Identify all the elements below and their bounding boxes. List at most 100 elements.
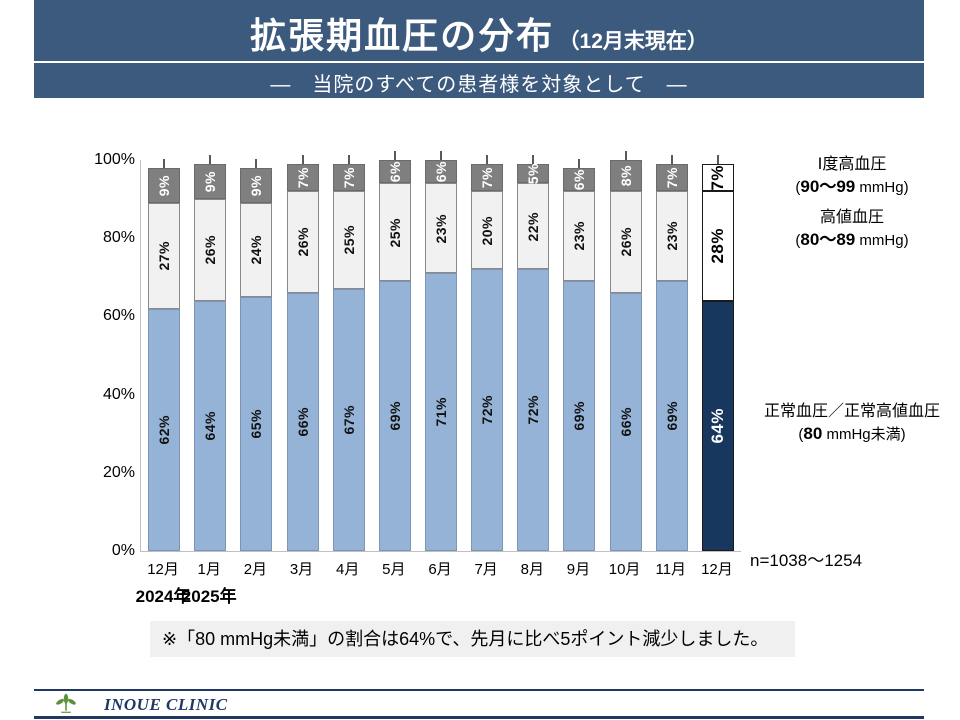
- bar-value-label: 23%: [571, 221, 588, 252]
- bar-value-label: 6%: [386, 161, 403, 183]
- bar-segment: 24%: [240, 203, 273, 297]
- bar-segment: 69%: [563, 281, 596, 551]
- bar-value-label: 7%: [340, 166, 357, 189]
- page-title-suffix: （12月末現在）: [558, 30, 708, 53]
- bar-value-label: 7%: [479, 166, 496, 189]
- paren-open: (: [795, 231, 801, 249]
- error-whisker: [209, 154, 212, 164]
- error-whisker: [624, 151, 627, 160]
- bar-value-label: 6%: [571, 168, 588, 191]
- x-axis-label: 12月: [701, 561, 733, 578]
- bar-value-label: 69%: [663, 401, 680, 431]
- bar-value-label: 24%: [248, 235, 265, 265]
- bar-value-label: 7%: [708, 164, 728, 191]
- bar-segment: 7%: [701, 163, 734, 192]
- bar-segment: 72%: [517, 269, 550, 551]
- header-divider: [34, 61, 924, 63]
- annotation-grade1-hypertension: Ⅰ度高血圧 (90〜99 mmHg): [752, 155, 952, 198]
- bar-value-label: 62%: [156, 415, 173, 445]
- bar-value-label: 8%: [617, 165, 634, 187]
- bar-value-label: 9%: [156, 174, 173, 197]
- bar-segment: 25%: [378, 183, 411, 282]
- y-axis-label: 60%: [102, 307, 135, 325]
- bar-segment: 23%: [563, 191, 596, 282]
- bar-segment: 8%: [609, 160, 642, 192]
- bar-value-label: 9%: [248, 174, 265, 197]
- bar-value-label: 9%: [202, 170, 219, 193]
- bar-segment: 72%: [471, 269, 504, 551]
- error-whisker: [301, 154, 304, 164]
- y-axis: 100% 80% 60% 40% 20% 0%: [55, 151, 135, 559]
- bar-segment: 69%: [655, 281, 688, 551]
- bar-value-label: 65%: [248, 409, 265, 439]
- error-whisker: [486, 154, 489, 164]
- y-axis-label: 20%: [102, 463, 135, 481]
- range-value: 90〜99: [800, 176, 856, 196]
- paren-open: (: [798, 425, 804, 443]
- bar-value-label: 26%: [294, 227, 311, 257]
- range-unit: mmHg): [855, 178, 909, 196]
- bar-segment: 20%: [471, 191, 504, 270]
- x-axis-label: 7月: [474, 561, 498, 578]
- annotation-normal: 正常血圧／正常高値血圧 (80 mmHg未満): [752, 402, 952, 445]
- clinic-name: INOUE CLINIC: [104, 695, 228, 714]
- bar-value-label: 69%: [386, 401, 403, 431]
- bar-segment: 64%: [701, 300, 734, 551]
- bar-value-label: 28%: [708, 228, 728, 264]
- annotation-title: 高値血圧: [819, 209, 884, 226]
- error-whisker: [393, 151, 396, 160]
- bar-segment: 5%: [517, 163, 550, 185]
- bar-value-label: 64%: [202, 411, 219, 441]
- year-row: 2024年 2025年: [136, 582, 740, 606]
- bar-segment: 25%: [332, 191, 365, 290]
- x-axis-label: 12月: [147, 561, 179, 578]
- annotation-title: 正常血圧／正常高値血圧: [763, 403, 940, 420]
- bar-segment: 62%: [148, 308, 181, 551]
- year-label: 2025年: [181, 587, 237, 606]
- error-whisker: [716, 154, 719, 164]
- x-axis-label: 9月: [566, 561, 591, 578]
- x-axis-label: 3月: [289, 561, 314, 578]
- bar-segment: 69%: [378, 281, 411, 551]
- bar-segment: 26%: [286, 191, 319, 293]
- bar-value-label: 5%: [525, 163, 542, 185]
- error-whisker: [347, 154, 350, 164]
- bar-value-label: 23%: [433, 213, 449, 244]
- bar-segment: 66%: [609, 292, 642, 551]
- bar-segment: 7%: [332, 163, 365, 192]
- x-axis-label: 8月: [520, 561, 544, 578]
- annotation-high-normal: 高値血圧 (80〜89 mmHg): [752, 208, 952, 251]
- bar-segment: 26%: [194, 199, 227, 301]
- bar-value-label: 27%: [156, 241, 173, 271]
- clinic-logo-icon: [54, 693, 78, 720]
- x-axis-label: 6月: [428, 561, 452, 578]
- y-axis-label: 0%: [111, 542, 135, 559]
- bar-segment: 9%: [194, 163, 227, 200]
- range-unit: mmHg未満): [822, 425, 906, 443]
- y-axis-label: 80%: [102, 229, 135, 247]
- bar-segment: 6%: [425, 160, 457, 184]
- x-axis: 12月 1月 2月 3月 4月 5月 6月 7月 8月 9月 10月 11月 12月: [140, 558, 740, 578]
- paren-open: (: [795, 178, 801, 196]
- bar-value-label: 26%: [202, 235, 219, 265]
- bar-segment: 23%: [655, 191, 688, 282]
- bar-segment: 23%: [425, 183, 457, 274]
- footer-divider-bottom: [34, 716, 924, 719]
- bar-segment: 27%: [148, 203, 181, 309]
- annotation-range: (80 mmHg未満): [752, 423, 952, 445]
- bar-segment: 71%: [425, 273, 457, 551]
- bar-segment: 6%: [378, 160, 411, 184]
- bar-segment: 26%: [609, 191, 642, 293]
- annotation-title: Ⅰ度高血圧: [817, 156, 887, 173]
- bar-segment: 9%: [240, 167, 273, 204]
- footnote: ※「80 mmHg未満」の割合は64%で、先月に比べ5ポイント減少しました。: [150, 621, 795, 658]
- sample-size-label: n=1038〜1254: [750, 551, 863, 570]
- page-title-text: 拡張期血圧の分布: [250, 15, 555, 56]
- bar-segment: 9%: [148, 167, 181, 204]
- bar-value-label: 23%: [663, 221, 680, 252]
- x-axis-label: 5月: [382, 561, 406, 578]
- bar-value-label: 7%: [663, 166, 680, 189]
- bar-value-label: 72%: [479, 395, 496, 425]
- error-whisker: [163, 158, 166, 168]
